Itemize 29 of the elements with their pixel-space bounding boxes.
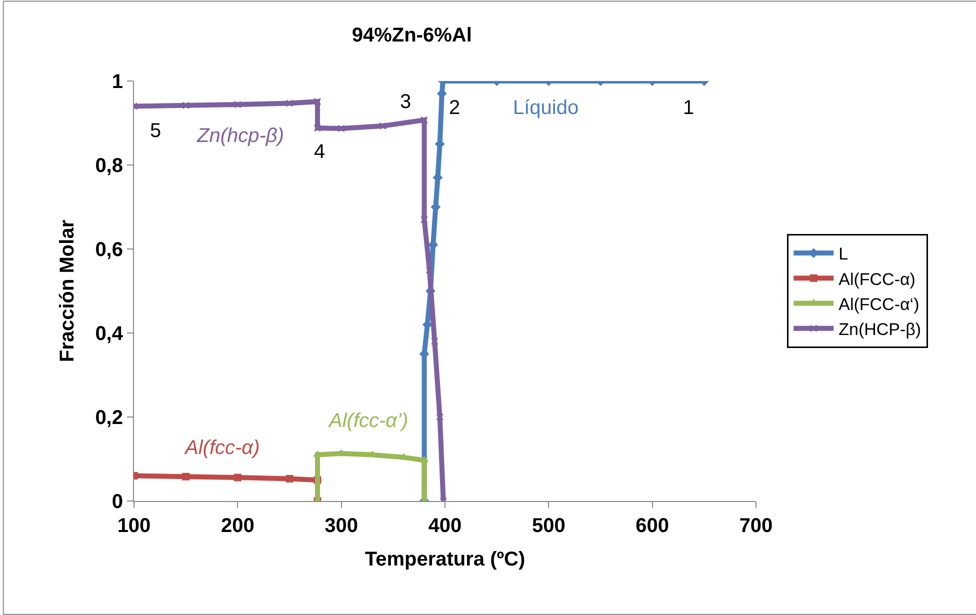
legend-label: Zn(HCP-β): [838, 320, 922, 339]
annotation: Al(fcc-α): [184, 437, 260, 459]
y-tick-label: 0,8: [95, 155, 123, 177]
legend-label: Al(FCC-α‘): [838, 294, 920, 314]
y-tick-label: 0: [112, 491, 123, 513]
annotation: 4: [314, 141, 326, 163]
y-tick-label: 0,2: [95, 407, 123, 429]
annotation: 1: [683, 97, 694, 119]
y-tick-label: 0,4: [95, 323, 124, 345]
x-tick-label: 700: [739, 515, 773, 537]
annotation: Al(fcc-α’): [328, 410, 408, 432]
annotation: Zn(hcp-β): [196, 125, 284, 147]
x-tick-label: 100: [117, 515, 151, 537]
chart-title: 94%Zn-6%Al: [352, 24, 472, 47]
x-tick-label: 600: [636, 515, 670, 537]
legend-label: Al(FCC-α): [838, 270, 916, 289]
y-tick-label: 0,6: [95, 239, 123, 261]
legend-label: L: [838, 244, 848, 264]
annotation: 2: [449, 97, 460, 119]
x-tick-label: 300: [324, 515, 358, 537]
annotation: 3: [400, 91, 412, 113]
y-tick-label: 1: [112, 71, 123, 93]
y-axis-title: Fracción Molar: [56, 220, 79, 362]
x-tick-label: 400: [428, 515, 462, 537]
annotation: Líquido: [513, 97, 579, 119]
x-tick-label: 500: [532, 515, 566, 537]
x-tick-label: 200: [220, 515, 254, 537]
x-axis-title: Temperatura (ºC): [364, 548, 526, 570]
annotation: 5: [150, 120, 162, 142]
